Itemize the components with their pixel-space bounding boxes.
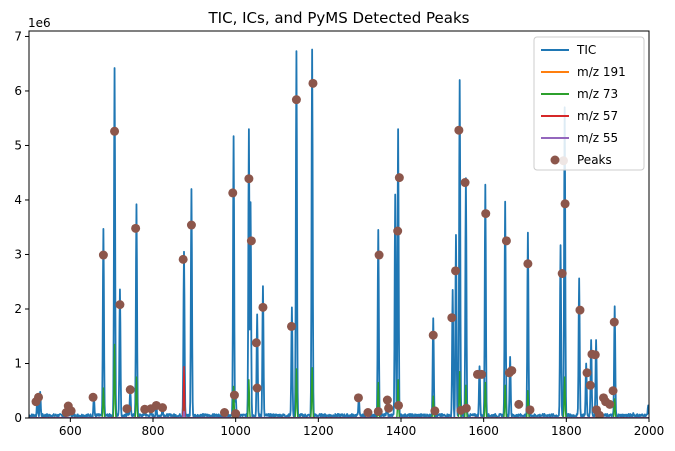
peak-marker: [394, 400, 404, 410]
peak-marker: [514, 399, 524, 409]
peak-marker: [308, 78, 318, 88]
peak-marker: [110, 126, 120, 136]
peak-marker: [373, 406, 383, 416]
x-axis: 600 800 1000 1200 1400 1600 1800 2000: [59, 418, 664, 438]
peak-marker: [244, 174, 254, 184]
peak-marker: [605, 399, 615, 409]
peak-marker: [590, 350, 600, 360]
peak-marker: [131, 223, 141, 233]
peak-marker: [363, 408, 373, 418]
x-tick-label: 1600: [468, 424, 499, 438]
peak-marker: [384, 403, 394, 413]
peak-marker: [178, 254, 188, 264]
peak-marker: [251, 338, 261, 348]
peak-marker: [125, 385, 135, 395]
peak-marker: [382, 395, 392, 405]
peak-marker: [609, 317, 619, 327]
legend-label-m-z-55: m/z 55: [577, 131, 618, 145]
peak-marker: [286, 321, 296, 331]
peak-marker: [246, 236, 256, 246]
series-line-tic: [29, 48, 649, 418]
peak-marker: [115, 300, 125, 310]
peak-marker: [608, 386, 618, 396]
peak-marker: [461, 403, 471, 413]
peak-marker: [501, 236, 511, 246]
peak-marker: [66, 406, 76, 416]
y-axis: 0 1 2 3 4 5 6 7: [14, 29, 29, 425]
peak-marker: [594, 410, 604, 418]
legend-label-peaks: Peaks: [577, 153, 612, 167]
legend-label-m-z-57: m/z 57: [577, 109, 618, 123]
peak-marker: [291, 95, 301, 105]
y-tick-label: 7: [14, 29, 22, 43]
y-tick-label: 3: [14, 247, 22, 261]
legend-label-tic: TIC: [576, 43, 596, 57]
peak-marker: [585, 380, 595, 390]
legend-label-m-z-191: m/z 191: [577, 65, 626, 79]
peak-marker: [229, 390, 239, 400]
peak-marker: [252, 383, 262, 393]
legend-label-m-z-73: m/z 73: [577, 87, 618, 101]
x-tick-label: 1000: [220, 424, 251, 438]
y-tick-label: 5: [14, 138, 22, 152]
peak-marker: [231, 409, 241, 418]
peak-marker: [481, 209, 491, 219]
legend-marker-peaks: [550, 155, 560, 165]
y-axis-offset-label: 1e6: [28, 16, 51, 30]
y-tick-label: 0: [14, 411, 22, 425]
x-tick-label: 600: [59, 424, 82, 438]
peak-marker: [353, 393, 363, 403]
peak-marker: [430, 406, 440, 416]
peak-marker: [374, 250, 384, 260]
chart-title: TIC, ICs, and PyMS Detected Peaks: [208, 9, 470, 27]
x-tick-label: 1200: [303, 424, 334, 438]
peak-marker: [186, 220, 196, 230]
peak-marker: [88, 392, 98, 402]
y-tick-label: 4: [14, 193, 22, 207]
peak-marker: [477, 369, 487, 379]
peak-marker: [582, 368, 592, 378]
x-tick-label: 1800: [551, 424, 582, 438]
peak-marker: [523, 259, 533, 269]
peak-marker: [34, 392, 44, 402]
peak-marker: [557, 269, 567, 279]
peak-marker: [122, 404, 132, 414]
peak-marker: [525, 405, 535, 415]
legend-box: [533, 36, 645, 171]
peak-marker: [158, 403, 168, 413]
peak-markers-layer: [31, 78, 619, 418]
peak-marker: [560, 199, 570, 209]
x-tick-label: 800: [142, 424, 165, 438]
x-tick-label: 1400: [386, 424, 417, 438]
peak-marker: [228, 188, 238, 198]
peak-marker: [258, 302, 268, 312]
peak-marker: [447, 313, 457, 323]
peak-marker: [394, 173, 404, 183]
y-tick-label: 1: [14, 356, 22, 370]
y-tick-label: 2: [14, 302, 22, 316]
peak-marker: [451, 266, 461, 276]
x-tick-label: 2000: [634, 424, 665, 438]
peak-marker: [98, 250, 108, 260]
legend: TIC m/z 191 m/z 73 m/z 57 m/z 55 Peaks: [533, 36, 645, 171]
y-tick-label: 6: [14, 84, 22, 98]
peak-marker: [220, 408, 230, 418]
peak-marker: [575, 305, 585, 315]
peak-marker: [454, 125, 464, 135]
peak-marker: [428, 330, 438, 340]
plot-area-frame: [28, 30, 650, 419]
peak-marker: [460, 178, 470, 188]
peak-marker: [393, 226, 403, 236]
peak-marker: [507, 366, 517, 376]
